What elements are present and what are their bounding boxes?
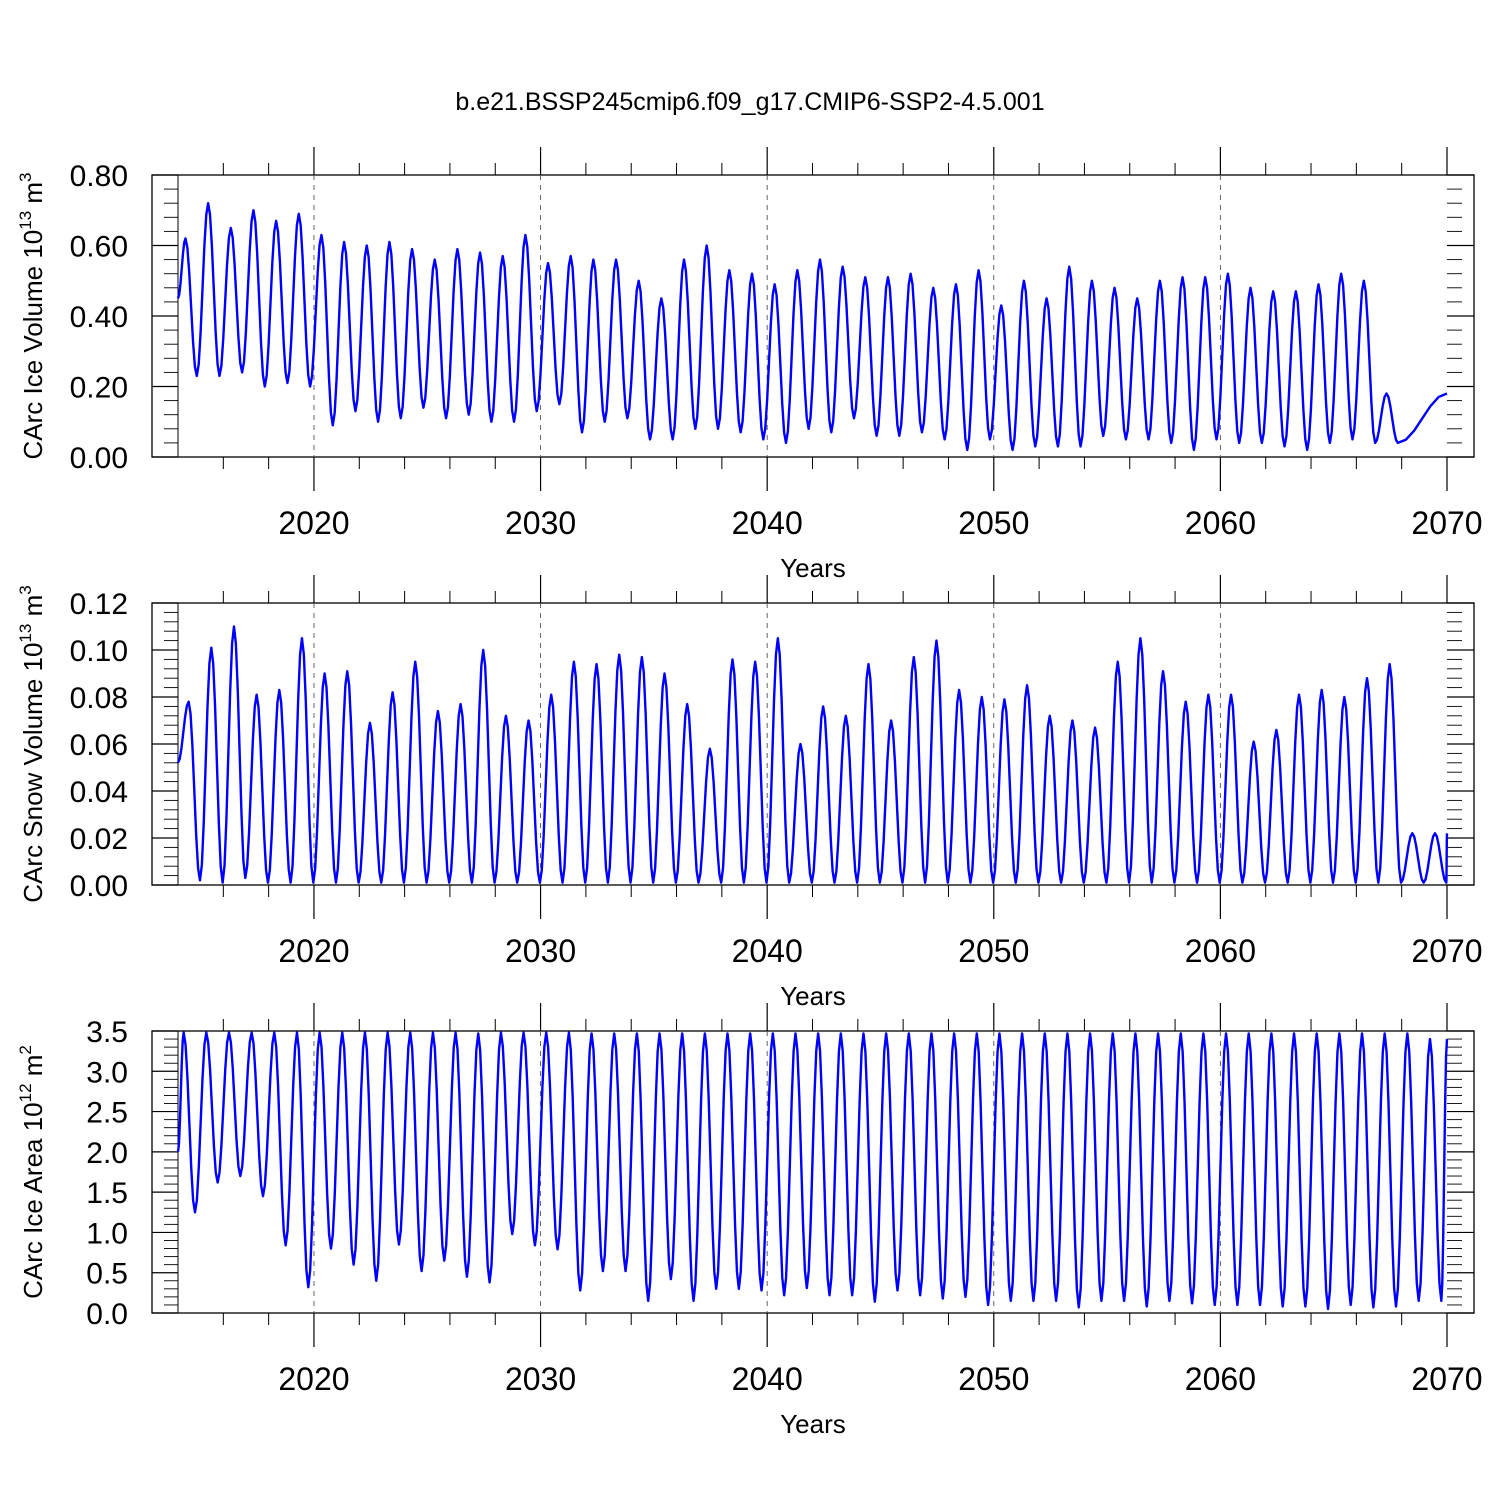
x-tick-label: 2050	[958, 505, 1029, 541]
y-tick-label: 0.40	[70, 301, 128, 334]
y-tick-label: 0.60	[70, 231, 128, 264]
x-tick-label: 2070	[1411, 933, 1482, 969]
plot-frame	[151, 602, 1475, 886]
y-tick-label: 1.0	[86, 1217, 128, 1250]
y-tick-label: 0.80	[70, 160, 128, 193]
series-line-3	[176, 1031, 1449, 1311]
x-tick-label: 2040	[732, 505, 803, 541]
y-tick-label: 0.12	[70, 588, 128, 621]
y-axis-title: CArc Ice Volume 1013 m3	[16, 172, 48, 459]
y-tick-label: 0.06	[70, 729, 128, 762]
y-tick-label: 0.5	[86, 1258, 128, 1291]
y-tick-label: 0.10	[70, 635, 128, 668]
panel-1: 2020 2030 2040 2050 2060 2070 0.00 0.20 0.40 0.60…	[16, 147, 1483, 583]
y-tick-label: 3.5	[86, 1016, 128, 1049]
x-tick-label: 2070	[1411, 505, 1482, 541]
x-tick-label: 2020	[278, 933, 349, 969]
panel-3: 2020 2030 2040 2050 2060 2070 0.0 0.5 1.0 1.5 2.0 2…	[16, 1003, 1483, 1439]
x-tick-label: 2020	[278, 505, 349, 541]
panel-2: 2020 2030 2040 2050 2060 2070 0.00 0.02 0.04 0.06…	[16, 575, 1483, 1011]
y-tick-label: 0.0	[86, 1298, 128, 1331]
x-axis-title: Years	[780, 1409, 846, 1439]
y-axis-title: CArc Snow Volume 1013 m3	[16, 585, 48, 902]
y-tick-label: 3.0	[86, 1056, 128, 1089]
y-tick-label: 0.20	[70, 372, 128, 405]
y-tick-label: 0.08	[70, 682, 128, 715]
x-axis-title: Years	[780, 981, 846, 1011]
x-axis-title: Years	[780, 553, 846, 583]
x-tick-label: 2040	[732, 1361, 803, 1397]
x-tick-label: 2050	[958, 933, 1029, 969]
x-tick-label: 2050	[958, 1361, 1029, 1397]
figure-title: b.e21.BSSP245cmip6.f09_g17.CMIP6-SSP2-4.…	[455, 88, 1044, 116]
y-tick-label: 1.5	[86, 1177, 128, 1210]
y-tick-label: 0.02	[70, 823, 128, 856]
x-tick-label: 2030	[505, 1361, 576, 1397]
x-tick-label: 2040	[732, 933, 803, 969]
y-tick-label: 2.5	[86, 1097, 128, 1130]
x-tick-label: 2030	[505, 505, 576, 541]
x-tick-label: 2030	[505, 933, 576, 969]
y-tick-label: 0.00	[70, 870, 128, 903]
x-tick-label: 2020	[278, 1361, 349, 1397]
y-tick-label: 2.0	[86, 1137, 128, 1170]
series-line-2	[176, 625, 1449, 884]
y-tick-label: 0.04	[70, 776, 128, 809]
x-tick-label: 2070	[1411, 1361, 1482, 1397]
y-axis-title: CArc Ice Area 1012 m2	[16, 1045, 48, 1299]
x-tick-label: 2060	[1185, 933, 1256, 969]
x-tick-label: 2060	[1185, 1361, 1256, 1397]
x-tick-label: 2060	[1185, 505, 1256, 541]
y-tick-label: 0.00	[70, 442, 128, 475]
series-line-1	[176, 202, 1448, 452]
